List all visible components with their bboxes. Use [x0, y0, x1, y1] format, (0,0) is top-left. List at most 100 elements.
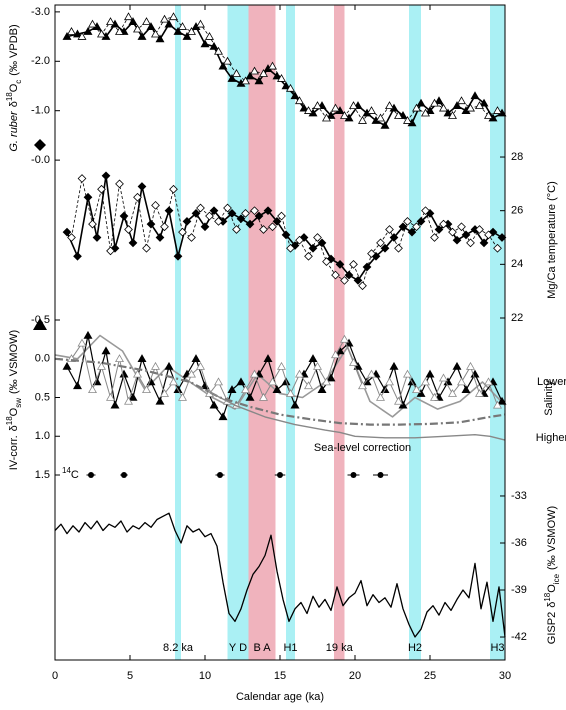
diamond-marker — [340, 276, 349, 285]
triangle-marker — [83, 27, 93, 35]
diamond-marker — [182, 217, 192, 226]
triangle-marker — [286, 83, 295, 92]
y-tick-label: -36 — [511, 537, 527, 549]
radiocarbon-label: 14C — [62, 466, 79, 481]
diamond-marker — [106, 246, 115, 256]
diamond-marker — [245, 219, 255, 229]
triangle-marker — [115, 354, 124, 362]
triangle-marker — [67, 27, 76, 35]
diamond-marker — [77, 174, 87, 183]
triangle-marker — [160, 389, 169, 397]
x-tick-label: 0 — [52, 670, 58, 682]
triangle-marker — [223, 56, 232, 65]
triangle-marker — [331, 350, 340, 359]
bands — [175, 5, 505, 660]
diamond-marker — [349, 259, 358, 269]
triangle-marker — [326, 373, 336, 382]
event-band — [490, 5, 505, 660]
annotation: Sea-level correction — [314, 442, 411, 454]
label-part: sw — [14, 398, 23, 408]
series-line — [204, 389, 506, 441]
label-part: (‰ VSMOW) — [8, 330, 20, 394]
triangle-marker — [214, 46, 223, 55]
triangle-marker — [376, 113, 385, 122]
triangle-marker — [97, 361, 106, 370]
diamond-marker — [62, 227, 72, 237]
diamond-marker — [97, 184, 106, 194]
series-line — [54, 334, 506, 418]
diamond-marker — [448, 227, 457, 237]
diamond-marker — [101, 171, 111, 181]
triangle-marker — [101, 346, 111, 355]
diamond-marker — [439, 219, 448, 229]
triangle-marker — [430, 392, 439, 401]
diamond-marker — [281, 230, 291, 240]
diamond-marker — [259, 225, 268, 234]
triangle-marker — [241, 76, 250, 85]
triangle-marker — [196, 361, 205, 370]
diamond-marker — [263, 206, 273, 216]
diamond-marker — [191, 208, 201, 218]
label-part: G. ruber — [8, 110, 20, 152]
triangle-marker — [304, 106, 313, 114]
triangle-marker — [457, 96, 466, 105]
event-band — [175, 5, 181, 660]
diamond-marker — [475, 225, 484, 234]
diamond-marker — [398, 222, 408, 232]
triangle-marker — [106, 17, 115, 26]
y-tick-label: 1.0 — [35, 430, 50, 442]
triangle-marker — [470, 91, 480, 100]
side-label: Lower — [537, 376, 566, 388]
diamond-marker — [434, 225, 444, 234]
y-tick-label: -39 — [511, 584, 527, 596]
y-tick-label: -42 — [511, 631, 527, 643]
triangle-marker — [169, 12, 178, 21]
triangle-marker — [394, 396, 403, 405]
event-band — [248, 5, 276, 660]
diamond-marker — [209, 206, 219, 216]
x-tick-label: 25 — [424, 670, 436, 682]
y-tick-label: 1.5 — [35, 469, 50, 481]
label-part: 18 — [5, 92, 14, 101]
triangle-marker — [73, 29, 82, 38]
triangle-marker — [128, 392, 138, 401]
triangle-marker — [142, 17, 151, 26]
triangle-marker — [164, 361, 174, 370]
triangle-marker — [295, 369, 304, 378]
y-tick-label: -33 — [511, 490, 527, 502]
triangle-marker — [97, 29, 106, 38]
triangle-marker — [376, 392, 385, 401]
diamond-marker — [344, 270, 354, 280]
event-band — [409, 5, 421, 660]
triangle-marker — [457, 377, 466, 386]
triangle-marker — [421, 108, 430, 117]
label-part: c — [14, 80, 23, 84]
diamond-marker — [128, 238, 138, 248]
triangle-marker — [452, 361, 462, 370]
diamond-marker — [250, 206, 259, 216]
triangle-marker — [290, 400, 300, 409]
diamond-marker — [407, 227, 417, 237]
triangle-marker — [259, 69, 268, 77]
y-tick-label: 28 — [511, 151, 523, 163]
triangle-marker — [448, 111, 457, 119]
triangle-marker — [146, 22, 156, 30]
label-part: 14 — [62, 466, 71, 475]
diamond-marker — [353, 276, 363, 285]
triangle-marker — [73, 381, 82, 390]
label-part: 18 — [5, 416, 14, 425]
triangle-marker — [88, 385, 97, 393]
diamond-marker — [286, 243, 295, 253]
triangle-marker — [421, 377, 430, 386]
triangle-marker — [182, 31, 192, 40]
label-part: O — [8, 407, 20, 416]
triangle-marker — [286, 389, 295, 397]
triangle-marker — [227, 73, 237, 82]
triangle-marker — [322, 377, 331, 386]
diamond-marker — [362, 262, 372, 272]
label-part: δ — [8, 101, 20, 107]
diamond-marker — [317, 238, 327, 248]
diamond-marker — [268, 222, 277, 232]
triangle-marker — [461, 385, 471, 393]
